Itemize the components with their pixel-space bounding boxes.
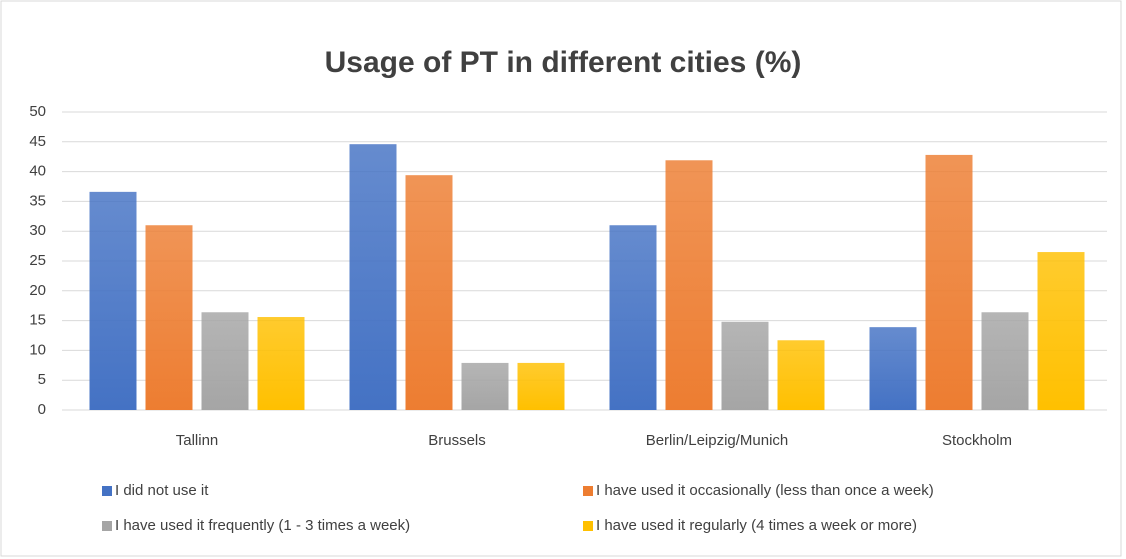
bar — [925, 154, 973, 410]
bar — [405, 175, 453, 410]
y-tick-label: 25 — [29, 252, 46, 269]
y-tick-label: 40 — [29, 163, 46, 180]
bar — [257, 317, 305, 410]
legend-swatch — [583, 521, 593, 531]
x-tick-label: Tallinn — [176, 432, 219, 449]
y-tick-label: 45 — [29, 133, 46, 150]
legend-label: I have used it regularly (4 times a week… — [596, 517, 917, 534]
legend-swatch — [583, 486, 593, 496]
bar — [721, 321, 769, 410]
legend-swatch — [102, 486, 112, 496]
bar — [349, 144, 397, 410]
bar — [777, 340, 825, 410]
y-tick-label: 30 — [29, 222, 46, 239]
legend-swatch — [102, 521, 112, 531]
x-tick-label: Brussels — [428, 432, 486, 449]
y-tick-label: 35 — [29, 192, 46, 209]
y-tick-label: 50 — [29, 103, 46, 120]
bar — [145, 225, 193, 410]
x-tick-label: Berlin/Leipzig/Munich — [646, 432, 789, 449]
bar — [517, 362, 565, 410]
y-tick-label: 5 — [38, 371, 46, 388]
y-tick-label: 10 — [29, 341, 46, 358]
x-tick-label: Stockholm — [942, 432, 1012, 449]
bar — [609, 225, 657, 410]
legend-label: I did not use it — [115, 482, 209, 499]
y-tick-label: 0 — [38, 401, 46, 418]
legend-label: I have used it occasionally (less than o… — [596, 482, 934, 499]
legend-label: I have used it frequently (1 - 3 times a… — [115, 517, 410, 534]
bar — [869, 327, 917, 410]
y-tick-label: 20 — [29, 282, 46, 299]
chart-title: Usage of PT in different cities (%) — [325, 46, 802, 79]
bar — [1037, 252, 1085, 410]
bar — [981, 312, 1029, 410]
bar — [461, 362, 509, 410]
bar — [89, 191, 137, 410]
y-tick-label: 15 — [29, 312, 46, 329]
bar — [665, 160, 713, 410]
bar — [201, 312, 249, 410]
